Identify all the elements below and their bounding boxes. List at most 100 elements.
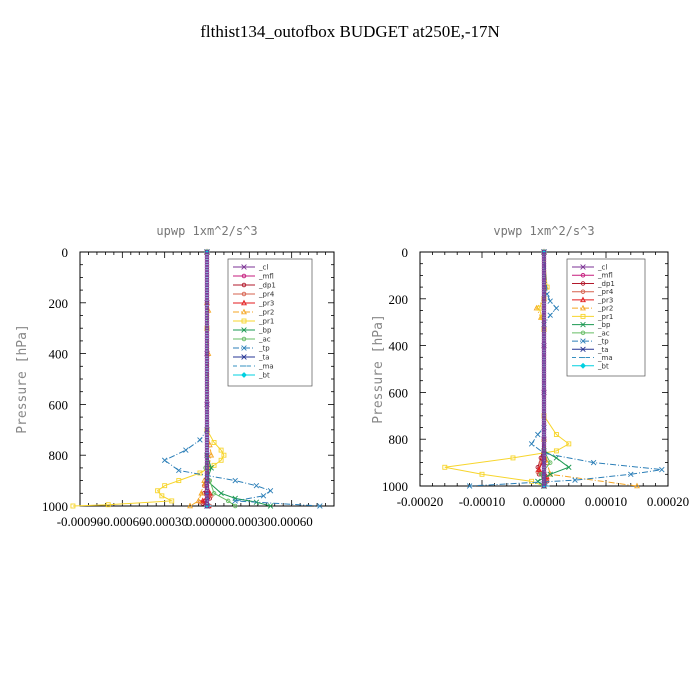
zero-profile-point bbox=[204, 264, 210, 270]
zero-profile-point bbox=[204, 366, 210, 372]
legend-marker bbox=[580, 321, 586, 328]
zero-profile-point bbox=[541, 469, 547, 475]
zero-profile-point bbox=[541, 394, 547, 400]
zero-profile-point bbox=[204, 425, 210, 430]
zero-profile-point bbox=[541, 315, 547, 320]
zero-profile-point bbox=[204, 254, 210, 260]
zero-profile-point bbox=[541, 373, 547, 379]
data-point bbox=[232, 477, 238, 484]
zero-profile-point bbox=[204, 399, 210, 405]
x-tick-label: -0.00020 bbox=[397, 494, 444, 509]
zero-profile-point bbox=[204, 292, 210, 298]
zero-profile-point bbox=[204, 397, 210, 402]
legend-label: _pr2 bbox=[597, 305, 613, 313]
zero-profile-point bbox=[541, 333, 547, 339]
data-point bbox=[529, 478, 535, 484]
zero-profile-point bbox=[541, 282, 547, 288]
zero-profile-point bbox=[204, 259, 210, 265]
zero-profile-point bbox=[541, 355, 547, 360]
zero-profile-point bbox=[541, 308, 547, 313]
data-point bbox=[162, 483, 168, 489]
data-point bbox=[197, 437, 203, 443]
chart-title: upwp 1xm^2/s^3 bbox=[156, 224, 257, 238]
zero-profile-point bbox=[204, 485, 210, 491]
y-tick-label: 1000 bbox=[382, 479, 408, 494]
zero-profile-point bbox=[204, 275, 210, 280]
legend-label: _bt bbox=[258, 372, 270, 380]
legend-label: _pr3 bbox=[597, 296, 613, 304]
zero-profile-point bbox=[204, 394, 210, 400]
x-tick-label: 0.00000 bbox=[523, 494, 565, 509]
legend-marker bbox=[241, 282, 247, 288]
data-point bbox=[535, 431, 541, 438]
zero-profile-point bbox=[541, 434, 547, 440]
data-point bbox=[536, 305, 542, 311]
x-tick-label: 0.00030 bbox=[228, 514, 270, 529]
zero-profile-point bbox=[204, 353, 210, 359]
zero-profile-point bbox=[541, 476, 547, 482]
zero-profile-point bbox=[204, 341, 210, 346]
legend-label: _pr1 bbox=[258, 318, 274, 326]
series-line bbox=[444, 251, 570, 487]
zero-profile-point bbox=[204, 437, 210, 443]
zero-profile-point bbox=[541, 303, 547, 309]
zero-profile bbox=[204, 249, 210, 509]
zero-profile-point bbox=[204, 409, 210, 415]
data-point bbox=[547, 471, 553, 478]
legend-marker bbox=[241, 264, 247, 270]
legend-marker bbox=[241, 273, 247, 279]
zero-profile-point bbox=[541, 296, 547, 302]
zero-profile-point bbox=[541, 413, 547, 419]
legend-box bbox=[566, 258, 646, 377]
legend-label: _pr2 bbox=[258, 309, 274, 317]
data-point bbox=[232, 498, 238, 504]
zero-profile-point bbox=[204, 447, 210, 453]
zero-profile-point bbox=[204, 460, 210, 466]
legend-label: _ac bbox=[258, 336, 271, 344]
zero-profile-point bbox=[541, 364, 547, 369]
zero-profile-point bbox=[541, 406, 547, 412]
data-point bbox=[267, 488, 274, 494]
data-point bbox=[187, 502, 194, 509]
legend: _cl_mfl_dp1_pr4_pr3_pr2_pr1_bp_ac_tp_ta_… bbox=[227, 258, 313, 387]
zero-profile-point bbox=[541, 291, 547, 297]
legend-marker bbox=[241, 291, 247, 297]
zero-profile-point bbox=[204, 277, 210, 283]
zero-profile-point bbox=[204, 318, 210, 323]
data-point bbox=[590, 459, 597, 466]
zero-profile-point bbox=[204, 351, 210, 356]
zero-profile-point bbox=[204, 407, 210, 412]
zero-profile-point bbox=[204, 376, 210, 382]
zero-profile-point bbox=[541, 280, 547, 285]
zero-profile-point bbox=[541, 324, 547, 330]
zero-profile-point bbox=[204, 470, 210, 476]
data-point bbox=[260, 493, 267, 499]
legend-label: _cl bbox=[597, 264, 607, 272]
data-point bbox=[536, 466, 542, 472]
legend-marker bbox=[241, 318, 247, 324]
zero-profile-point bbox=[541, 326, 547, 332]
zero-profile-point bbox=[541, 450, 547, 456]
data-point bbox=[553, 448, 559, 454]
data-point bbox=[553, 432, 559, 437]
zero-profile-point bbox=[541, 312, 547, 318]
zero-profile-point bbox=[204, 303, 210, 308]
zero-profile-point bbox=[541, 436, 547, 442]
legend-label: _ma bbox=[258, 363, 274, 371]
zero-profile-point bbox=[541, 256, 547, 262]
zero-profile-point bbox=[204, 430, 210, 435]
zero-profile-point bbox=[204, 458, 210, 463]
legend-marker bbox=[580, 304, 586, 311]
legend-marker bbox=[580, 330, 586, 336]
zero-profile-point bbox=[541, 366, 547, 372]
zero-profile-point bbox=[541, 352, 547, 358]
data-point bbox=[176, 478, 182, 484]
legend-label: _ta bbox=[597, 346, 609, 354]
legend-label: _tp bbox=[258, 345, 270, 353]
zero-profile-point bbox=[541, 369, 547, 374]
legend-label: _ma bbox=[597, 354, 613, 362]
zero-profile-point bbox=[541, 467, 547, 472]
data-point bbox=[535, 478, 541, 485]
data-point bbox=[253, 482, 260, 489]
zero-profile-point bbox=[204, 386, 210, 392]
